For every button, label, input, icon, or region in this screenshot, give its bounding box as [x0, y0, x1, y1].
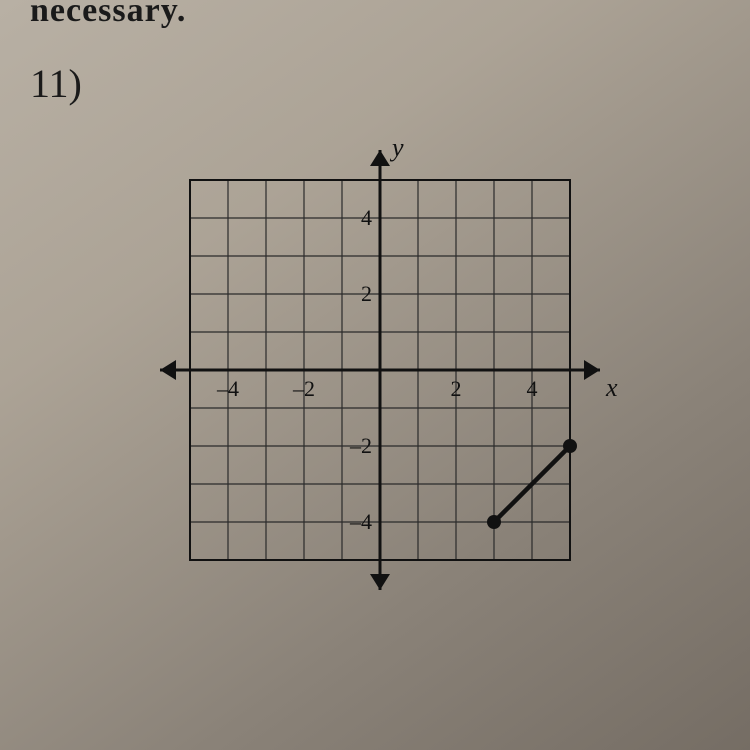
svg-text:4: 4 — [527, 376, 538, 401]
svg-text:2: 2 — [361, 281, 372, 306]
svg-text:–2: –2 — [292, 376, 315, 401]
svg-text:–4: –4 — [216, 376, 239, 401]
svg-text:x: x — [605, 373, 618, 402]
svg-text:4: 4 — [361, 205, 372, 230]
header-fragment: necessary. — [30, 0, 186, 30]
coordinate-graph: –4 –2 2 4 4 2 –2 –4 x y — [130, 120, 630, 620]
svg-text:y: y — [389, 133, 404, 162]
problem-number: 11) — [30, 60, 82, 107]
svg-text:–2: –2 — [349, 433, 372, 458]
svg-text:2: 2 — [451, 376, 462, 401]
svg-text:–4: –4 — [349, 509, 372, 534]
